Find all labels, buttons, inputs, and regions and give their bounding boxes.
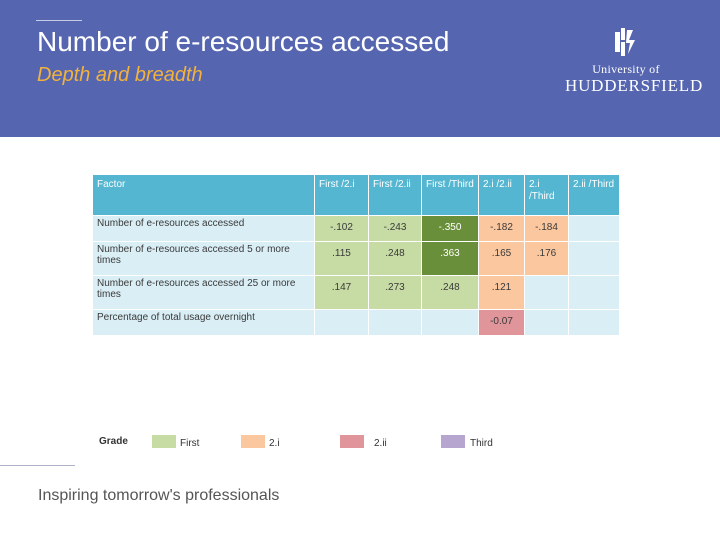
header-2i-2ii: 2.i /2.ii [478, 174, 525, 216]
value-cell: .115 [314, 241, 369, 276]
value-cell [421, 309, 479, 336]
header-2ii-third: 2.ii /Third [568, 174, 620, 216]
header-2i-third: 2.i /Third [524, 174, 569, 216]
legend-swatch-2ii [340, 435, 364, 448]
legend-label-2ii: 2.ii [374, 438, 387, 449]
table-header-row: Factor First /2.i First /2.ii First /Thi… [92, 174, 620, 216]
value-cell: .273 [368, 275, 422, 310]
factor-comparison-table: Factor First /2.i First /2.ii First /Thi… [92, 174, 620, 336]
value-cell: .248 [368, 241, 422, 276]
slide-title: Number of e-resources accessed [37, 26, 450, 57]
value-cell [568, 215, 620, 242]
value-cell [314, 309, 369, 336]
university-logo: University of HUDDERSFIELD [565, 28, 704, 98]
footer-tagline: Inspiring tomorrow's professionals [38, 487, 280, 504]
legend-label-third: Third [470, 438, 493, 449]
value-cell: -.243 [368, 215, 422, 242]
value-cell [568, 275, 620, 310]
logo-text-line1: University of [592, 62, 660, 76]
factor-cell: Number of e-resources accessed 25 or mor… [92, 275, 315, 310]
table-row: Percentage of total usage overnight -0.0… [92, 309, 620, 336]
legend-label-first: First [180, 438, 200, 449]
value-cell: .165 [478, 241, 525, 276]
header-first-2ii: First /2.ii [368, 174, 422, 216]
university-crest-icon [615, 28, 635, 56]
value-cell: -.102 [314, 215, 369, 242]
legend-label-2i: 2.i [269, 438, 280, 449]
legend-title: Grade [99, 436, 128, 447]
factor-cell: Number of e-resources accessed [92, 215, 315, 242]
slide-subtitle: Depth and breadth [37, 64, 203, 86]
value-cell: .176 [524, 241, 569, 276]
value-cell [368, 309, 422, 336]
legend-swatch-2i [241, 435, 265, 448]
value-cell: -.350 [421, 215, 479, 242]
legend-swatch-first [152, 435, 176, 448]
table-row: Number of e-resources accessed 5 or more… [92, 241, 620, 276]
value-cell [568, 241, 620, 276]
value-cell: -.182 [478, 215, 525, 242]
footer-rule [0, 465, 75, 466]
header-rule [36, 20, 82, 21]
value-cell: -0.07 [478, 309, 525, 336]
factor-cell: Number of e-resources accessed 5 or more… [92, 241, 315, 276]
value-cell [568, 309, 620, 336]
header-factor: Factor [92, 174, 315, 216]
grade-legend: Grade First 2.i 2.ii Third [99, 433, 519, 453]
value-cell [524, 309, 569, 336]
header-first-2i: First /2.i [314, 174, 369, 216]
legend-swatch-third [441, 435, 465, 448]
value-cell: .147 [314, 275, 369, 310]
logo-text-line2: HUDDERSFIELD [565, 76, 704, 95]
table-row: Number of e-resources accessed -.102 -.2… [92, 215, 620, 242]
header-first-third: First /Third [421, 174, 479, 216]
slide-header: Number of e-resources accessed Depth and… [0, 0, 720, 137]
value-cell: .248 [421, 275, 479, 310]
table-row: Number of e-resources accessed 25 or mor… [92, 275, 620, 310]
value-cell: .121 [478, 275, 525, 310]
value-cell: -.184 [524, 215, 569, 242]
factor-cell: Percentage of total usage overnight [92, 309, 315, 336]
value-cell [524, 275, 569, 310]
value-cell: .363 [421, 241, 479, 276]
